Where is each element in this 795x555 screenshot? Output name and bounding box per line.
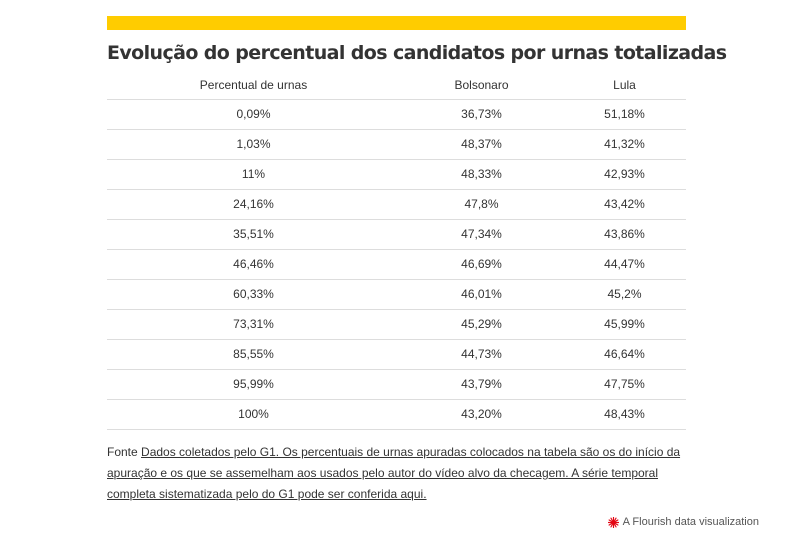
table-cell: 36,73%: [400, 99, 563, 130]
table-cell: 95,99%: [107, 369, 400, 400]
table-cell: 43,86%: [563, 219, 686, 250]
table-cell: 43,42%: [563, 189, 686, 220]
table-row: 60,33% 46,01% 45,2%: [107, 279, 686, 310]
table-cell: 44,73%: [400, 339, 563, 370]
table-cell: 47,75%: [563, 369, 686, 400]
table-row: 95,99% 43,79% 47,75%: [107, 369, 686, 400]
table-cell: 48,33%: [400, 159, 563, 190]
table-cell: 48,43%: [563, 399, 686, 430]
table-cell: 45,29%: [400, 309, 563, 340]
table-row: 1,03% 48,37% 41,32%: [107, 129, 686, 160]
flourish-logo-icon: [607, 516, 619, 528]
column-header: Lula: [613, 78, 636, 92]
header-accent-bar: [107, 16, 686, 30]
table-cell: 46,01%: [400, 279, 563, 310]
table-row: 0,09% 36,73% 51,18%: [107, 99, 686, 130]
table-cell: 45,99%: [563, 309, 686, 340]
table-row: 73,31% 45,29% 45,99%: [107, 309, 686, 340]
table-cell: 43,79%: [400, 369, 563, 400]
table-cell: 100%: [107, 399, 400, 430]
table-visualization: Evolução do percentual dos candidatos po…: [107, 16, 727, 430]
table-cell: 1,03%: [107, 129, 400, 160]
table-cell: 47,34%: [400, 219, 563, 250]
table-cell: 46,46%: [107, 249, 400, 280]
table-cell: 44,47%: [563, 249, 686, 280]
table-cell: 42,93%: [563, 159, 686, 190]
table-cell: 48,37%: [400, 129, 563, 160]
column-header: Bolsonaro: [454, 78, 509, 92]
page-title: Evolução do percentual dos candidatos po…: [107, 42, 727, 64]
source-prefix: Fonte: [107, 445, 142, 459]
table-cell: 46,64%: [563, 339, 686, 370]
data-table: Percentual de urnas Bolsonaro Lula 0,09% 36…: [107, 71, 686, 430]
table-cell: 24,16%: [107, 189, 400, 220]
table-cell: 0,09%: [107, 99, 400, 130]
column-header: Percentual de urnas: [199, 78, 308, 92]
table-row: 85,55% 44,73% 46,64%: [107, 339, 686, 370]
flourish-credit[interactable]: A Flourish data visualization: [607, 516, 759, 528]
table-cell: 43,20%: [400, 399, 563, 430]
table-header-row: Percentual de urnas Bolsonaro Lula: [107, 71, 686, 100]
table-cell: 51,18%: [563, 99, 686, 130]
source-link[interactable]: Dados coletados pelo G1. Os percentuais …: [107, 445, 681, 501]
table-row: 11% 48,33% 42,93%: [107, 159, 686, 190]
table-cell: 41,32%: [563, 129, 686, 160]
flourish-credit-label: A Flourish data visualization: [622, 516, 759, 528]
table-cell: 35,51%: [107, 219, 400, 250]
source-note: Fonte Dados coletados pelo G1. Os percen…: [107, 442, 689, 505]
table-row: 24,16% 47,8% 43,42%: [107, 189, 686, 220]
table-body: 0,09% 36,73% 51,18% 1,03% 48,37% 41,32% 11% 48,…: [107, 99, 686, 430]
table-cell: 46,69%: [400, 249, 563, 280]
table-row: 100% 43,20% 48,43%: [107, 399, 686, 430]
table-cell: 85,55%: [107, 339, 400, 370]
table-cell: 73,31%: [107, 309, 400, 340]
table-row: 35,51% 47,34% 43,86%: [107, 219, 686, 250]
table-cell: 47,8%: [400, 189, 563, 220]
table-row: 46,46% 46,69% 44,47%: [107, 249, 686, 280]
table-cell: 45,2%: [563, 279, 686, 310]
table-cell: 11%: [107, 159, 400, 190]
table-cell: 60,33%: [107, 279, 400, 310]
